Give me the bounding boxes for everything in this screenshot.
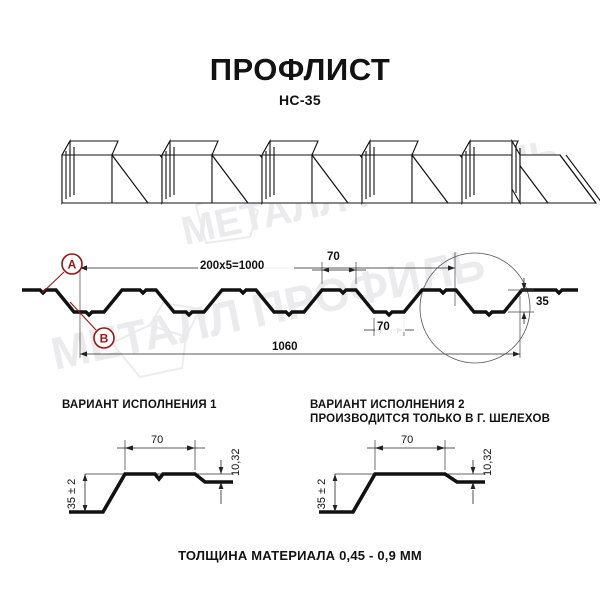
dimension-height: 35	[508, 278, 549, 324]
variant-1-dimension-height: 35 ± 2	[66, 474, 88, 512]
variant-1-dimension-edge-label: 10,32	[230, 448, 242, 476]
dimension-bottom-flat: 70	[364, 318, 414, 336]
product-code: НС-35	[279, 92, 321, 108]
dimension-total-width: 1060	[80, 338, 520, 357]
page-title: ПРОФЛИСТ	[209, 52, 391, 87]
variant-2-dimension-height-label: 35 ± 2	[316, 479, 328, 510]
marker-b: B	[69, 301, 115, 349]
dimension-total-width-label: 1060	[272, 341, 298, 353]
variant-1-dimension-flat: 70	[117, 430, 205, 451]
material-thickness-note: ТОЛЩИНА МАТЕРИАЛА 0,45 - 0,9 ММ	[178, 548, 422, 563]
dimension-bottom-flat-label: 70	[377, 321, 390, 333]
variant-1-dimension-flat-label: 70	[151, 434, 163, 446]
variant-2-dimension-edge-label: 10,32	[482, 448, 494, 476]
variant-2-title-line-1: ВАРИАНТ ИСПОЛНЕНИЯ 2	[310, 399, 465, 411]
dimension-pitch: 200x5=1000	[80, 258, 455, 272]
variant-2-dimension-edge: 10,32	[470, 448, 494, 504]
variant-2-drawing: 70 10,32 35 ± 2	[316, 430, 494, 514]
variant-2-dimension-flat: 70	[367, 430, 455, 451]
variant-1-dimension-edge: 10,32	[218, 448, 242, 504]
variant-2-profile	[319, 472, 485, 514]
variant-1-dimension-height-label: 35 ± 2	[66, 479, 78, 510]
variant-2-title-line-2: ПРОИЗВОДИТСЯ ТОЛЬКО В Г. ШЕЛЕХОВ	[310, 413, 551, 425]
marker-a: A	[41, 253, 83, 294]
cross-section-view: 200x5=1000 1060	[0, 240, 600, 375]
detail-circle	[419, 252, 531, 364]
variants-section: ВАРИАНТ ИСПОЛНЕНИЯ 1 70	[0, 398, 600, 538]
dimension-top-flat-label: 70	[327, 251, 340, 263]
marker-a-label: A	[68, 258, 77, 272]
variant-1-title: ВАРИАНТ ИСПОЛНЕНИЯ 1	[62, 398, 217, 412]
dimension-height-label: 35	[536, 296, 549, 308]
variant-1-title-line-1: ВАРИАНТ ИСПОЛНЕНИЯ 1	[62, 399, 217, 411]
variant-2-dimension-flat-label: 70	[401, 434, 413, 446]
variant-1-drawing: 70 10,32 35 ± 2	[66, 430, 242, 514]
isometric-view	[0, 118, 600, 218]
variant-1-profile	[69, 472, 233, 514]
variant-2-dimension-height: 35 ± 2	[316, 474, 338, 512]
variant-2-title: ВАРИАНТ ИСПОЛНЕНИЯ 2 ПРОИЗВОДИТСЯ ТОЛЬКО…	[310, 398, 550, 426]
dimension-pitch-label: 200x5=1000	[200, 260, 264, 272]
marker-b-label: B	[100, 332, 109, 346]
dimension-top-flat: 70	[312, 248, 366, 284]
profile-outline	[22, 288, 578, 318]
